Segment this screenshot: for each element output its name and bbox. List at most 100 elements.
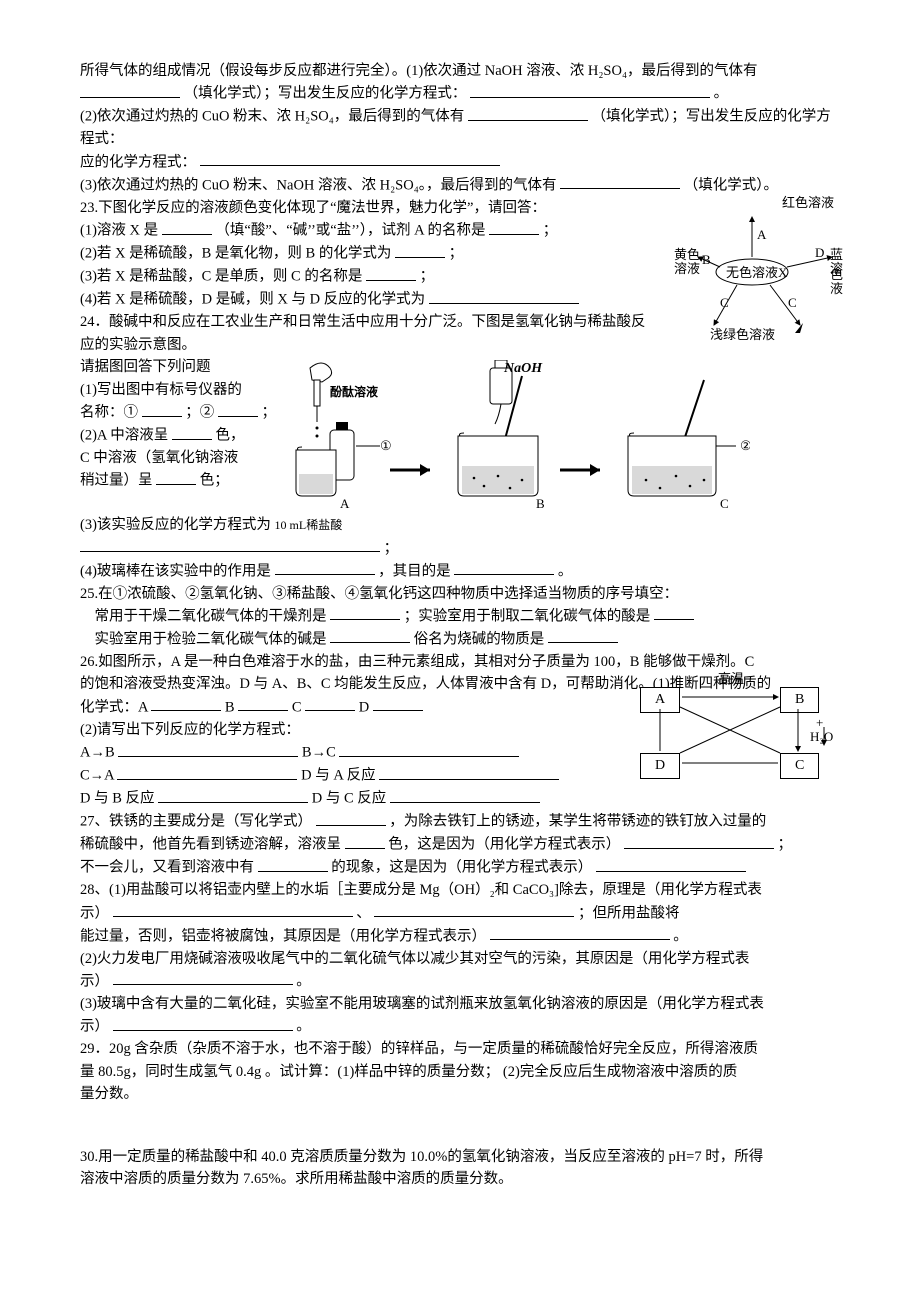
blank	[80, 537, 380, 553]
blank	[395, 242, 445, 258]
text: 。	[296, 973, 311, 989]
q24-svg: 酚酞溶液 NaOH ① ② A B C	[280, 360, 750, 510]
q24-t2: 请据图回答下列问题	[80, 356, 280, 378]
blank	[366, 265, 416, 281]
blank	[490, 925, 670, 941]
blank	[470, 82, 710, 98]
q26-wrap: A B D C 高温 + H₂O 的饱和溶液受热变浑浊。D 与 A、B、C 均能	[80, 673, 840, 810]
pre22-p1: 所得气体的组成情况（假设每步反应都进行完全）。(1)依次通过 NaOH 溶液、浓…	[80, 60, 840, 82]
text: D 与 B 反应	[80, 791, 155, 807]
text: ；	[778, 837, 793, 853]
blank	[468, 105, 588, 121]
q25-s1: 常用于干燥二氧化碳气体的干燥剂是 ；实验室用于制取二氧化碳气体的酸是	[95, 605, 841, 628]
blank	[118, 741, 298, 757]
blank	[80, 82, 180, 98]
blank	[113, 902, 353, 918]
lbl-C: C	[720, 293, 729, 313]
text: 化学式：A	[80, 699, 151, 715]
text: 色，这是因为（用化学方程式表示）	[388, 837, 620, 853]
q29-l3: 量分数。	[80, 1083, 840, 1105]
blank	[200, 151, 500, 167]
text: 。	[296, 1019, 311, 1035]
text: 色，	[215, 428, 244, 444]
text: (2)A 中溶液呈	[80, 428, 168, 444]
lbl-A: A	[340, 496, 350, 510]
pre22-p2b: 应的化学方程式：	[80, 151, 840, 174]
lbl-C2: C	[788, 293, 797, 313]
blank	[379, 764, 559, 780]
blank	[330, 605, 400, 621]
q24-s3: (3)该实验反应的化学方程式为 10 mL稀盐酸	[80, 514, 840, 536]
lbl-naoh: NaOH	[503, 361, 543, 376]
blank	[113, 970, 293, 986]
q28-s3a: (3)玻璃中含有大量的二氧化硅，实验室不能用玻璃塞的试剂瓶来放氢氧化钠溶液的原因…	[80, 993, 840, 1015]
text: 稍过量）呈	[80, 473, 153, 489]
q27-l3: 不一会儿，又看到溶液中有 的现象，这是因为（用化学方程式表示）	[80, 856, 840, 879]
text: 。	[558, 563, 573, 579]
blank	[596, 856, 746, 872]
blank	[142, 401, 182, 417]
blank	[238, 696, 288, 712]
text: (4)若 X 是稀硫酸，D 是碱，则 X 与 D 反应的化学式为	[80, 292, 425, 308]
text: (3)若 X 是稀盐酸，C 是单质，则 C 的名称是	[80, 269, 362, 285]
q27-l2: 稀硫酸中，他首先看到锈迹溶解，溶液呈 色，这是因为（用化学方程式表示） ；	[80, 833, 840, 856]
spacer	[80, 1106, 840, 1146]
q24-row: 请据图回答下列问题 (1)写出图中有标号仪器的 名称：① ；② ； (2)A 中…	[80, 356, 840, 514]
q27-l1: 27、铁锈的主要成分是（写化学式） ，为除去铁钉上的锈迹，某学生将带锈迹的铁钉放…	[80, 810, 840, 833]
text: 所得气体的组成情况（假设每步反应都进行完全）。(1)依次通过 NaOH 溶液、浓…	[80, 63, 758, 79]
lbl-lightgreen: 浅绿色溶液	[710, 325, 775, 345]
blank	[305, 696, 355, 712]
text: ，为除去铁钉上的锈迹，某学生将带锈迹的铁钉放入过量的	[389, 814, 766, 830]
text: 。	[673, 928, 688, 944]
text: (4)玻璃棒在该实验中的作用是	[80, 563, 271, 579]
text: 实验室用于检验二氧化碳气体的碱是	[95, 631, 327, 647]
lbl-colorless: 无色溶液X	[726, 263, 787, 283]
text: D	[359, 699, 373, 715]
lbl-arrowhead	[795, 323, 807, 335]
text: (3)依次通过灼热的 CuO 粉末、NaOH 溶液、浓 H₂SO₄。，最后得到的…	[80, 177, 557, 193]
q28-l2: 能过量，否则，铝壶将被腐蚀，其原因是（用化学方程式表示） 。	[80, 925, 840, 948]
text: ；	[543, 223, 558, 239]
lbl-n1: ①	[380, 438, 392, 453]
q24-figure: 酚酞溶液 NaOH ① ② A B C	[280, 360, 750, 510]
text: 示）	[80, 905, 109, 921]
text: 稀硫酸中，他首先看到锈迹溶解，溶液呈	[80, 837, 341, 853]
q24-s2de: 稍过量）呈 色；	[80, 469, 280, 492]
text: 应的化学方程式：	[80, 154, 196, 170]
blank	[117, 764, 297, 780]
blank	[218, 401, 258, 417]
text: 。	[714, 86, 729, 102]
text: 示）	[80, 973, 109, 989]
text: B→C	[302, 745, 336, 761]
q26-svg	[640, 673, 830, 783]
lbl-hcl: 10 mL稀盐酸	[275, 518, 343, 532]
blank	[113, 1015, 293, 1031]
lbl-red: 红色溶液	[782, 193, 834, 213]
text: A→B	[80, 745, 115, 761]
q24-s1a: (1)写出图中有标号仪器的	[80, 379, 280, 401]
text: 的现象，这是因为（用化学方程式表示）	[331, 860, 592, 876]
text: ；	[262, 405, 277, 421]
q28-l1: 28、(1)用盐酸可以将铝壶内壁上的水垢［主要成分是 Mg（OH）₂和 CaCO…	[80, 879, 840, 901]
text: ；	[384, 540, 399, 556]
text: 不一会儿，又看到溶液中有	[80, 860, 254, 876]
text: C	[292, 699, 305, 715]
q26-r3: D 与 B 反应 D 与 C 反应	[80, 787, 840, 810]
blank	[316, 810, 386, 826]
lbl-n2: ②	[740, 438, 750, 453]
blank	[390, 787, 540, 803]
blank	[489, 219, 539, 235]
blank	[156, 469, 196, 485]
text: （填化学式）。	[684, 177, 778, 193]
lbl-B: B	[536, 496, 545, 510]
text: 27、铁锈的主要成分是（写化学式）	[80, 814, 312, 830]
q28-s2a: (2)火力发电厂用烧碱溶液吸收尾气中的二氧化硫气体以减少其对空气的污染，其原因是…	[80, 948, 840, 970]
blank	[624, 833, 774, 849]
text: （填化学式）；写出发生反应的化学方程式：	[184, 86, 467, 102]
q24-s2ab: (2)A 中溶液呈 色，	[80, 424, 280, 447]
text: (1)溶液 X 是	[80, 223, 158, 239]
blank	[172, 424, 212, 440]
text: ；	[449, 246, 464, 262]
text: （填“酸”、“碱’’或“盐’’），试剂 A 的名称是	[215, 223, 485, 239]
q30-l1: 30.用一定质量的稀盐酸中和 40.0 克溶质质量分数为 10.0%的氢氧化钠溶…	[80, 1146, 840, 1168]
